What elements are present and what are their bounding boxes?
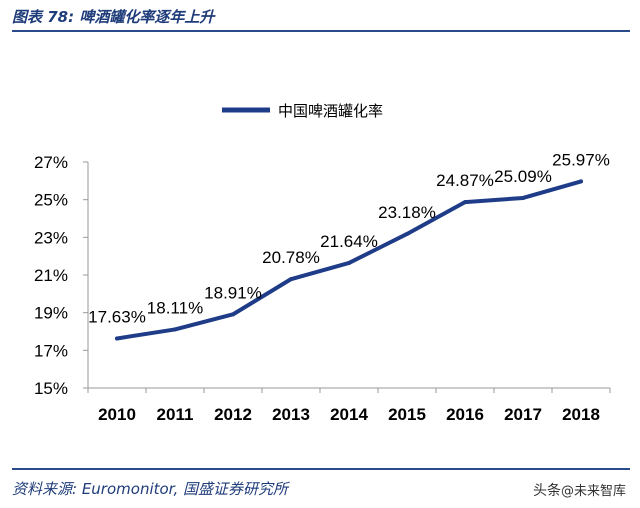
figure-title: 图表 78: 啤酒罐化率逐年上升 xyxy=(12,8,215,26)
x-tick-label: 2013 xyxy=(272,405,310,424)
data-label: 20.78% xyxy=(262,248,320,267)
x-tick-label: 2015 xyxy=(388,405,426,424)
data-point xyxy=(579,179,583,184)
y-tick-label: 25% xyxy=(34,191,68,210)
data-label: 18.11% xyxy=(147,298,203,317)
legend-label: 中国啤酒罐化率 xyxy=(278,102,383,120)
x-tick-label: 2014 xyxy=(330,405,368,424)
axes: 15% 17% 19% 21% 23% 25% 27% 2010 2011 2012 2013 201… xyxy=(34,153,611,424)
x-tick-label: 2017 xyxy=(504,405,542,424)
x-tick-label: 2016 xyxy=(446,405,484,424)
data-point xyxy=(231,312,235,317)
data-point xyxy=(115,336,119,341)
y-tick-label: 19% xyxy=(34,304,68,323)
data-label: 17.63% xyxy=(88,307,146,326)
x-tick-label: 2011 xyxy=(157,405,194,424)
watermark-prefix: 头条 xyxy=(532,483,561,499)
watermark: 头条@未来智库 xyxy=(533,480,626,500)
data-point xyxy=(173,327,177,332)
x-tick-label: 2018 xyxy=(562,405,600,424)
data-label: 25.09% xyxy=(494,167,552,186)
title-divider xyxy=(12,30,630,32)
y-tick-label: 17% xyxy=(34,341,68,360)
data-label: 23.18% xyxy=(378,203,436,222)
footer-divider xyxy=(12,468,630,470)
series-layer xyxy=(115,179,583,341)
data-point xyxy=(521,195,525,200)
data-label: 18.91% xyxy=(204,283,262,302)
source-note: 资料来源: Euromonitor, 国盛证券研究所 xyxy=(12,480,288,498)
y-tick-label: 27% xyxy=(34,153,68,172)
data-point xyxy=(405,231,409,236)
line-chart: 中国啤酒罐化率 15% 17% 19% 21% 23% 25% 27% 2010 2011 201… xyxy=(34,102,611,424)
watermark-handle: @未来智库 xyxy=(560,484,626,499)
x-tick-label: 2012 xyxy=(214,405,252,424)
y-tick-label: 21% xyxy=(34,266,68,285)
data-point xyxy=(347,260,351,265)
data-label-layer: 17.63% 18.11%18.91%20.78%21.64%23.18%24.8… xyxy=(88,150,610,326)
data-label: 21.64% xyxy=(320,232,378,251)
data-point xyxy=(289,277,293,282)
y-tick-label: 23% xyxy=(34,228,68,247)
data-label: 24.87% xyxy=(436,171,494,190)
data-label: 25.97% xyxy=(552,150,610,169)
legend: 中国啤酒罐化率 xyxy=(222,102,383,120)
x-tick-label: 2010 xyxy=(98,405,136,424)
y-tick-label: 15% xyxy=(34,379,68,398)
data-point xyxy=(463,200,467,205)
